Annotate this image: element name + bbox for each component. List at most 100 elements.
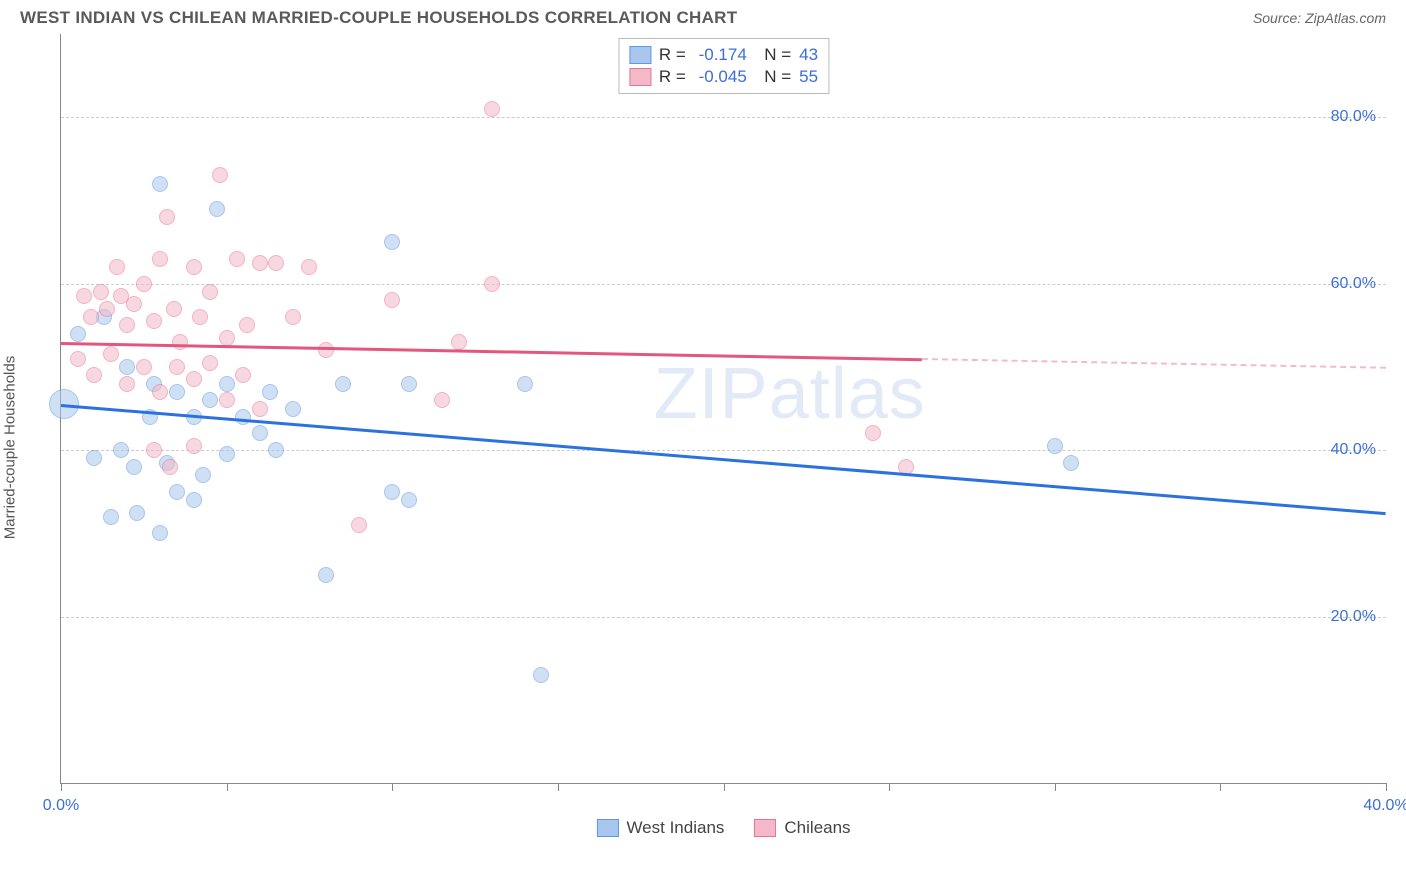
- source-prefix: Source:: [1253, 10, 1305, 26]
- legend-item-0: West Indians: [596, 818, 724, 838]
- data-point: [484, 276, 500, 292]
- n-value-0: 43: [799, 45, 818, 65]
- gridline: [61, 284, 1386, 285]
- data-point: [146, 442, 162, 458]
- gridline: [61, 450, 1386, 451]
- r-label: R =: [659, 67, 691, 87]
- data-point: [70, 351, 86, 367]
- data-point: [209, 201, 225, 217]
- x-tick: [724, 783, 725, 791]
- plot-area: ZIPatlas R = -0.174 N = 43 R = -0.045 N …: [60, 34, 1386, 784]
- legend-row-series-0: R = -0.174 N = 43: [629, 45, 818, 65]
- data-point: [384, 484, 400, 500]
- data-point: [252, 425, 268, 441]
- data-point: [384, 234, 400, 250]
- data-point: [169, 384, 185, 400]
- y-tick-label: 40.0%: [1331, 441, 1376, 459]
- r-value-1: -0.045: [699, 67, 747, 87]
- data-point: [119, 376, 135, 392]
- data-point: [136, 276, 152, 292]
- swatch-series-0: [629, 46, 651, 64]
- data-point: [235, 367, 251, 383]
- gridline: [61, 617, 1386, 618]
- data-point: [401, 492, 417, 508]
- data-point: [146, 313, 162, 329]
- y-tick-label: 80.0%: [1331, 108, 1376, 126]
- data-point: [335, 376, 351, 392]
- data-point: [119, 317, 135, 333]
- swatch-icon: [596, 819, 618, 837]
- data-point: [484, 101, 500, 117]
- data-point: [318, 567, 334, 583]
- x-tick-label: 40.0%: [1363, 797, 1406, 815]
- data-point: [219, 392, 235, 408]
- n-label: N =: [755, 45, 791, 65]
- data-point: [202, 392, 218, 408]
- data-point: [159, 209, 175, 225]
- trend-line: [61, 342, 922, 361]
- correlation-legend: R = -0.174 N = 43 R = -0.045 N = 55: [618, 38, 829, 94]
- data-point: [1063, 455, 1079, 471]
- x-tick: [1055, 783, 1056, 791]
- data-point: [152, 525, 168, 541]
- data-point: [434, 392, 450, 408]
- x-tick: [558, 783, 559, 791]
- data-point: [113, 442, 129, 458]
- data-point: [86, 450, 102, 466]
- data-point: [126, 296, 142, 312]
- data-point: [186, 492, 202, 508]
- data-point: [262, 384, 278, 400]
- data-point: [186, 438, 202, 454]
- data-point: [119, 359, 135, 375]
- source-name: ZipAtlas.com: [1305, 10, 1386, 26]
- scatter-chart: Married-couple Households ZIPatlas R = -…: [20, 34, 1386, 844]
- data-point: [109, 259, 125, 275]
- data-point: [318, 342, 334, 358]
- x-tick: [392, 783, 393, 791]
- legend-label-1: Chileans: [784, 818, 850, 838]
- data-point: [451, 334, 467, 350]
- data-point: [86, 367, 102, 383]
- x-tick: [61, 783, 62, 791]
- x-tick: [1220, 783, 1221, 791]
- data-point: [172, 334, 188, 350]
- data-point: [186, 371, 202, 387]
- data-point: [136, 359, 152, 375]
- data-point: [219, 446, 235, 462]
- x-tick-label: 0.0%: [43, 797, 79, 815]
- data-point: [268, 255, 284, 271]
- y-axis-label: Married-couple Households: [2, 356, 19, 539]
- data-point: [129, 505, 145, 521]
- data-point: [83, 309, 99, 325]
- legend-item-1: Chileans: [754, 818, 850, 838]
- data-point: [126, 459, 142, 475]
- watermark-atlas: atlas: [769, 354, 926, 434]
- data-point: [229, 251, 245, 267]
- data-point: [212, 167, 228, 183]
- data-point: [166, 301, 182, 317]
- y-tick-label: 20.0%: [1331, 608, 1376, 626]
- data-point: [401, 376, 417, 392]
- data-point: [103, 509, 119, 525]
- data-point: [252, 255, 268, 271]
- data-point: [285, 309, 301, 325]
- chart-header: WEST INDIAN VS CHILEAN MARRIED-COUPLE HO…: [0, 0, 1406, 34]
- source-credit: Source: ZipAtlas.com: [1253, 10, 1386, 26]
- data-point: [239, 317, 255, 333]
- data-point: [351, 517, 367, 533]
- data-point: [76, 288, 92, 304]
- gridline: [61, 117, 1386, 118]
- data-point: [301, 259, 317, 275]
- data-point: [235, 409, 251, 425]
- data-point: [219, 376, 235, 392]
- data-point: [152, 176, 168, 192]
- data-point: [1047, 438, 1063, 454]
- data-point: [99, 301, 115, 317]
- data-point: [533, 667, 549, 683]
- data-point: [169, 484, 185, 500]
- data-point: [103, 346, 119, 362]
- data-point: [268, 442, 284, 458]
- data-point: [192, 309, 208, 325]
- series-legend: West Indians Chileans: [596, 818, 850, 838]
- data-point: [70, 326, 86, 342]
